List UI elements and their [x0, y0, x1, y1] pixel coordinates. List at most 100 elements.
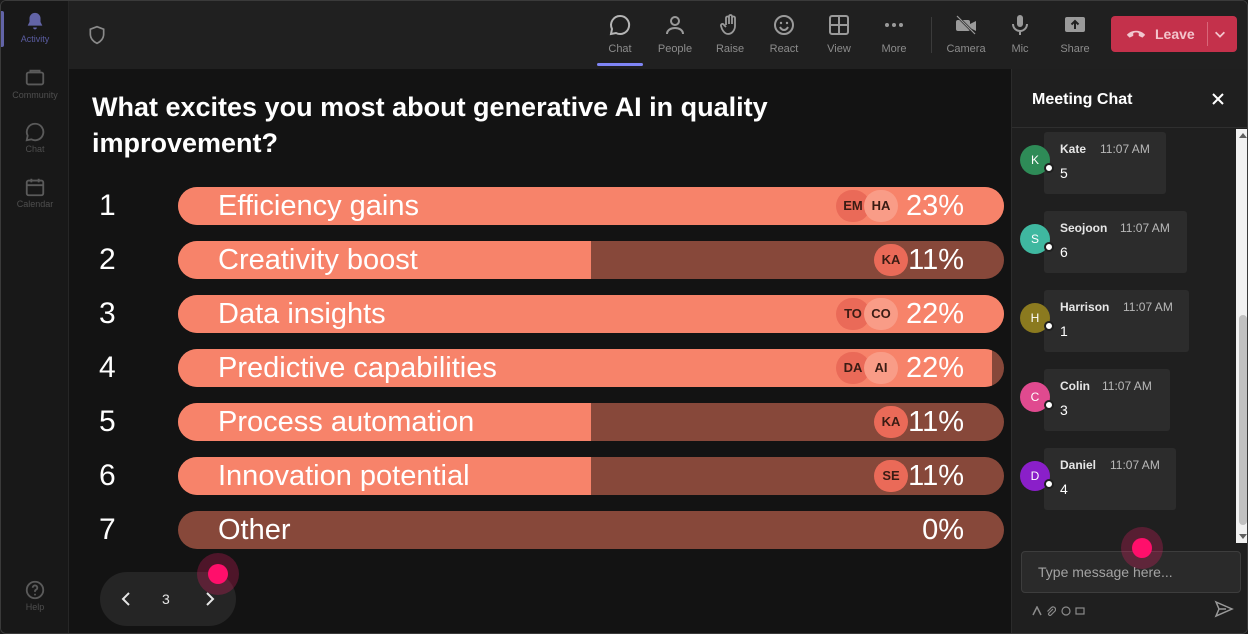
option-percentage: 11%: [908, 406, 964, 438]
voter-avatar: KA: [874, 244, 908, 276]
poll-option-bar: Predictive capabilities DA AI 22%: [178, 349, 1004, 387]
message-timestamp: 11:07 AM: [1110, 458, 1160, 472]
message-timestamp: 11:07 AM: [1102, 379, 1152, 393]
presence-indicator: [1044, 479, 1054, 489]
view-button[interactable]: View: [814, 11, 864, 63]
rail-item-calendar[interactable]: Calendar: [1, 176, 69, 224]
poll-option-bar: Innovation potential SE 11%: [178, 457, 1004, 495]
active-tab-indicator: [597, 63, 643, 66]
voter-avatar: KA: [874, 406, 908, 438]
view-icon: [829, 15, 849, 35]
option-number: 2: [99, 243, 116, 276]
message-text: 3: [1060, 402, 1068, 418]
option-label: Creativity boost: [218, 244, 418, 276]
chat-compose-box[interactable]: [1021, 551, 1241, 593]
more-button-label: More: [881, 43, 907, 55]
voter-avatar: SE: [874, 460, 908, 492]
shield-icon: [89, 25, 105, 45]
app-rail: Activity Community Chat Calendar Help: [1, 1, 69, 633]
presence-indicator: [1044, 400, 1054, 410]
voter-avatar: CO: [864, 298, 898, 330]
chat-message[interactable]: Seojoon 11:07 AM 6 S: [1012, 208, 1236, 273]
people-button[interactable]: People: [650, 11, 700, 63]
scroll-thumb[interactable]: [1239, 315, 1247, 525]
chat-message[interactable]: Colin 11:07 AM 3 C: [1012, 366, 1236, 431]
rail-item-help[interactable]: Help: [1, 579, 69, 627]
emoji-icon[interactable]: [1061, 606, 1071, 616]
view-button-label: View: [827, 43, 851, 55]
share-icon: [1065, 17, 1085, 32]
option-result-fill: [178, 241, 591, 279]
rail-item-label: Activity: [20, 34, 50, 44]
option-result-fill: [178, 457, 591, 495]
share-button[interactable]: Share: [1050, 11, 1100, 63]
leave-button[interactable]: Leave: [1111, 16, 1237, 52]
option-label: Efficiency gains: [218, 190, 419, 222]
more-icon: [885, 23, 903, 27]
send-icon[interactable]: [1214, 599, 1234, 619]
rail-item-label: Chat: [25, 144, 45, 154]
format-icon[interactable]: [1032, 605, 1042, 616]
chat-message[interactable]: Daniel 11:07 AM 4 D: [1012, 445, 1236, 510]
presence-indicator: [1044, 321, 1054, 331]
chat-message[interactable]: Kate 11:07 AM 5 K: [1012, 129, 1236, 194]
chat-button-label: Chat: [608, 43, 632, 55]
option-label: Innovation potential: [218, 460, 470, 492]
chat-message[interactable]: Harrison 11:07 AM 1 H: [1012, 287, 1236, 352]
poll-option-bar: Other 0%: [178, 511, 1004, 549]
raise-hand-button[interactable]: Raise: [705, 11, 755, 63]
scroll-up-arrow[interactable]: [1239, 133, 1247, 138]
scroll-down-arrow[interactable]: [1239, 534, 1247, 539]
chevron-right-icon[interactable]: [200, 589, 220, 609]
voter-avatar: TO: [836, 298, 870, 330]
message-input[interactable]: [1022, 552, 1240, 592]
option-percentage: 11%: [908, 460, 964, 492]
mic-icon: [1012, 15, 1028, 35]
chat-icon: [25, 122, 45, 142]
leave-divider: [1207, 22, 1208, 46]
rail-item-label: Calendar: [16, 199, 54, 209]
bell-icon: [27, 12, 43, 30]
chevron-left-icon[interactable]: [116, 589, 136, 609]
chevron-down-icon[interactable]: [1213, 27, 1227, 41]
poll-question: What excites you most about generative A…: [92, 92, 768, 158]
option-number: 6: [99, 459, 116, 492]
share-button-label: Share: [1060, 43, 1090, 55]
sender-name: Harrison: [1060, 300, 1110, 314]
rail-item-activity[interactable]: Activity: [1, 11, 69, 59]
pointer-highlight: [1121, 527, 1163, 569]
react-button[interactable]: React: [759, 11, 809, 63]
rail-item-community[interactable]: Community: [1, 67, 69, 115]
message-text: 4: [1060, 481, 1068, 497]
option-number: 3: [99, 297, 116, 330]
rail-item-chat[interactable]: Chat: [1, 121, 69, 169]
poll-option-bar: Creativity boost KA 11%: [178, 241, 1004, 279]
option-percentage: 22%: [905, 352, 964, 384]
option-percentage: 22%: [905, 298, 964, 330]
sender-name: Kate: [1060, 142, 1087, 156]
voter-avatar: HA: [864, 190, 898, 222]
option-number: 5: [99, 405, 116, 438]
poll-option-bar: Process automation KA 11%: [178, 403, 1004, 441]
camera-button-label: Camera: [946, 43, 986, 55]
raise-hand-icon: [720, 14, 736, 35]
more-button[interactable]: More: [869, 11, 919, 63]
chat-message-list[interactable]: Kate 11:07 AM 5 K Seojoon 11:07 AM 6 S Harrison 1…: [1012, 129, 1236, 543]
message-timestamp: 11:07 AM: [1100, 142, 1150, 156]
chat-divider: [1012, 127, 1247, 128]
option-result-fill: [178, 403, 591, 441]
pointer-highlight: [197, 553, 239, 595]
chat-button[interactable]: Chat: [595, 11, 645, 63]
chat-scrollbar[interactable]: [1236, 129, 1247, 543]
mic-button-label: Mic: [1011, 43, 1029, 55]
message-timestamp: 11:07 AM: [1120, 221, 1170, 235]
close-icon[interactable]: [1210, 91, 1226, 107]
camera-button[interactable]: Camera: [941, 11, 991, 63]
gif-icon[interactable]: [1075, 606, 1085, 616]
message-bubble: Daniel 11:07 AM 4: [1044, 448, 1176, 510]
presence-indicator: [1044, 242, 1054, 252]
attach-icon[interactable]: [1046, 606, 1057, 616]
mic-button[interactable]: Mic: [995, 11, 1045, 63]
option-percentage: 11%: [908, 244, 964, 276]
